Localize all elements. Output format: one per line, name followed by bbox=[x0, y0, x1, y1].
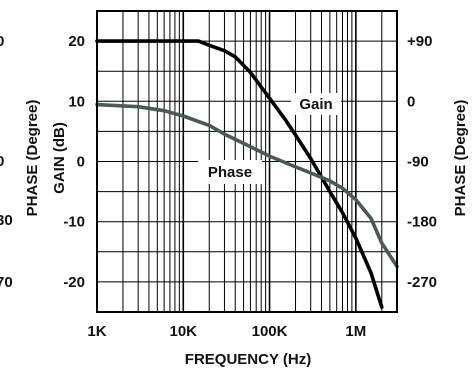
y-tick-label: -20 bbox=[63, 274, 85, 291]
left-clipped-panel: 0 0 30 70 PHASE (Degree) bbox=[0, 33, 41, 291]
x-tick-label: 10K bbox=[170, 323, 198, 340]
plot-border bbox=[96, 10, 398, 313]
annotation-background bbox=[198, 160, 262, 184]
left-clipped-label: 30 bbox=[0, 212, 13, 229]
left-clipped-label: 0 bbox=[0, 33, 4, 50]
y-tick-labels: 20 10 0 -10 -20 bbox=[63, 33, 85, 291]
curve-annotations: Gain Phase bbox=[198, 93, 341, 184]
y2-axis-title: PHASE (Degree) bbox=[452, 100, 469, 217]
x-tick-label: 1M bbox=[345, 323, 366, 340]
y-axis-title: GAIN (dB) bbox=[51, 122, 68, 194]
x-tick-label: 100K bbox=[252, 323, 288, 340]
series-line-gain bbox=[95, 39, 384, 309]
left-clipped-axis-title: PHASE (Degree) bbox=[24, 100, 41, 217]
y-tick-label: 0 bbox=[77, 154, 85, 171]
annotation-background bbox=[291, 93, 341, 115]
y2-tick-label: -270 bbox=[407, 274, 437, 291]
plot-frame bbox=[96, 10, 398, 313]
y-tick-label: -10 bbox=[63, 214, 85, 231]
series-layer bbox=[95, 39, 399, 309]
x-axis-title: FREQUENCY (Hz) bbox=[185, 351, 311, 368]
y2-tick-label: 0 bbox=[407, 93, 415, 110]
x-tick-labels: 1K 10K 100K 1M bbox=[87, 323, 366, 340]
y-tick-label: 20 bbox=[68, 33, 85, 50]
y2-tick-label: -180 bbox=[407, 214, 437, 231]
y2-tick-label: -90 bbox=[407, 154, 429, 171]
y2-tick-labels: +90 0 -90 -180 -270 bbox=[407, 33, 437, 291]
series-line-phase bbox=[95, 102, 399, 269]
y2-tick-label: +90 bbox=[407, 33, 432, 50]
series-annotation-gain: Gain bbox=[299, 96, 332, 113]
left-clipped-label: 70 bbox=[0, 274, 13, 291]
left-clipped-label: 0 bbox=[0, 153, 4, 170]
x-tick-label: 1K bbox=[87, 323, 106, 340]
series-annotation-phase: Phase bbox=[208, 164, 252, 181]
y-tick-label: 10 bbox=[68, 93, 85, 110]
